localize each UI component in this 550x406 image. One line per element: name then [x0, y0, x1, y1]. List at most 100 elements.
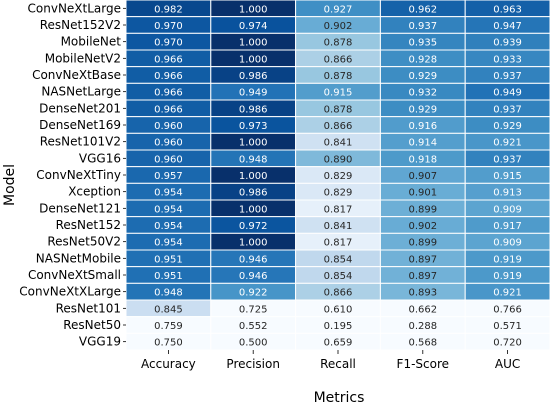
cell-value: 0.909: [493, 238, 522, 249]
cell-value: 0.725: [239, 304, 268, 315]
cell-value: 0.902: [408, 221, 437, 232]
row-label: Xception: [68, 185, 121, 199]
row-label: NASNetMobile: [36, 251, 121, 265]
cell-value: 0.937: [408, 21, 437, 32]
cell-value: 0.817: [324, 204, 353, 215]
cell-value: 0.841: [324, 221, 353, 232]
row-labels: ConvNeXtLarge ResNet152V2 MobileNet MobileN…: [19, 1, 126, 349]
cell-value: 0.974: [239, 21, 268, 32]
cell-value: 0.929: [408, 104, 437, 115]
cell-value: 0.947: [493, 21, 522, 32]
row-label: DenseNet169: [39, 118, 121, 132]
cell-value: 0.951: [154, 254, 183, 265]
cell-value: 0.929: [493, 121, 522, 132]
cell-value: 0.750: [154, 338, 183, 349]
cell-value: 0.878: [324, 71, 353, 82]
row-label: ResNet50V2: [47, 235, 121, 249]
cell-value: 0.878: [324, 38, 353, 49]
row-label: ResNet50: [63, 318, 121, 332]
cell-value: 1.000: [239, 38, 268, 49]
cell-value: 0.909: [493, 204, 522, 215]
heatmap-cells: 0.982 1.000 0.927 0.962 0.963 0.970 0.974 0.902…: [125, 0, 550, 351]
cell-value: 0.970: [154, 38, 183, 49]
cell-value: 0.963: [493, 4, 522, 15]
cell-value: 0.966: [154, 54, 183, 65]
cell-value: 0.986: [239, 188, 268, 199]
cell-value: 1.000: [239, 204, 268, 215]
cell-value: 0.878: [324, 104, 353, 115]
cell-value: 0.928: [408, 54, 437, 65]
row-label: ConvNeXtBase: [32, 68, 121, 82]
cell-value: 0.914: [408, 138, 437, 149]
row-label: ResNet101: [56, 301, 121, 315]
row-label: ResNet152V2: [40, 18, 121, 32]
row-label: ResNet152: [56, 218, 121, 232]
cell-value: 0.901: [408, 188, 437, 199]
row-label: DenseNet121: [39, 201, 121, 215]
cell-value: 0.966: [154, 71, 183, 82]
cell-value: 0.845: [154, 304, 183, 315]
cell-value: 0.288: [408, 321, 437, 332]
cell-value: 0.932: [408, 88, 437, 99]
cell-value: 0.972: [239, 221, 268, 232]
cell-value: 0.929: [408, 71, 437, 82]
cell-value: 0.921: [493, 138, 522, 149]
cell-value: 0.915: [493, 171, 522, 182]
cell-value: 0.659: [324, 338, 353, 349]
cell-value: 1.000: [239, 238, 268, 249]
cell-value: 0.552: [239, 321, 268, 332]
row-label: ConvNeXtTiny: [36, 168, 121, 182]
cell-value: 0.720: [493, 338, 522, 349]
row-label: NASNetLarge: [41, 85, 121, 99]
cell-value: 0.946: [239, 271, 268, 282]
cell-value: 0.893: [408, 288, 437, 299]
cell-value: 0.954: [154, 188, 183, 199]
cell-value: 0.960: [154, 138, 183, 149]
row-label: ConvNeXtSmall: [28, 268, 121, 282]
column-label: AUC: [495, 357, 520, 371]
cell-value: 0.960: [154, 154, 183, 165]
cell-value: 0.916: [408, 121, 437, 132]
cell-value: 1.000: [239, 4, 268, 15]
cell-value: 0.933: [493, 54, 522, 65]
cell-value: 0.568: [408, 338, 437, 349]
cell-value: 1.000: [239, 138, 268, 149]
cell-value: 0.759: [154, 321, 183, 332]
cell-value: 1.000: [239, 54, 268, 65]
cell-value: 0.962: [408, 4, 437, 15]
column-label: Precision: [226, 357, 280, 371]
cell-value: 0.829: [324, 188, 353, 199]
x-axis-title: Metrics: [314, 390, 365, 406]
column-label: Recall: [320, 357, 356, 371]
row-label: MobileNetV2: [45, 51, 121, 65]
cell-value: 0.982: [154, 4, 183, 15]
row-label: ConvNeXtLarge: [28, 1, 121, 15]
cell-value: 0.957: [154, 171, 183, 182]
cell-value: 0.919: [493, 271, 522, 282]
cell-value: 0.927: [324, 4, 353, 15]
cell-value: 0.854: [324, 271, 353, 282]
cell-value: 0.662: [408, 304, 437, 315]
cell-value: 0.897: [408, 254, 437, 265]
cell-value: 0.949: [239, 88, 268, 99]
cell-value: 0.899: [408, 238, 437, 249]
row-label: VGG19: [79, 335, 121, 349]
cell-value: 0.946: [239, 254, 268, 265]
cell-value: 0.954: [154, 221, 183, 232]
cell-value: 0.948: [154, 288, 183, 299]
cell-value: 0.897: [408, 271, 437, 282]
cell-value: 0.571: [493, 321, 522, 332]
cell-value: 0.966: [154, 104, 183, 115]
cell-value: 0.841: [324, 138, 353, 149]
cell-value: 0.899: [408, 204, 437, 215]
cell-value: 0.890: [324, 154, 353, 165]
cell-value: 0.915: [324, 88, 353, 99]
cell-value: 0.866: [324, 121, 353, 132]
column-label: Accuracy: [141, 357, 196, 371]
cell-value: 0.960: [154, 121, 183, 132]
row-label: ResNet101V2: [40, 135, 121, 149]
cell-value: 0.918: [408, 154, 437, 165]
cell-value: 0.917: [493, 221, 522, 232]
cell-value: 0.937: [493, 154, 522, 165]
